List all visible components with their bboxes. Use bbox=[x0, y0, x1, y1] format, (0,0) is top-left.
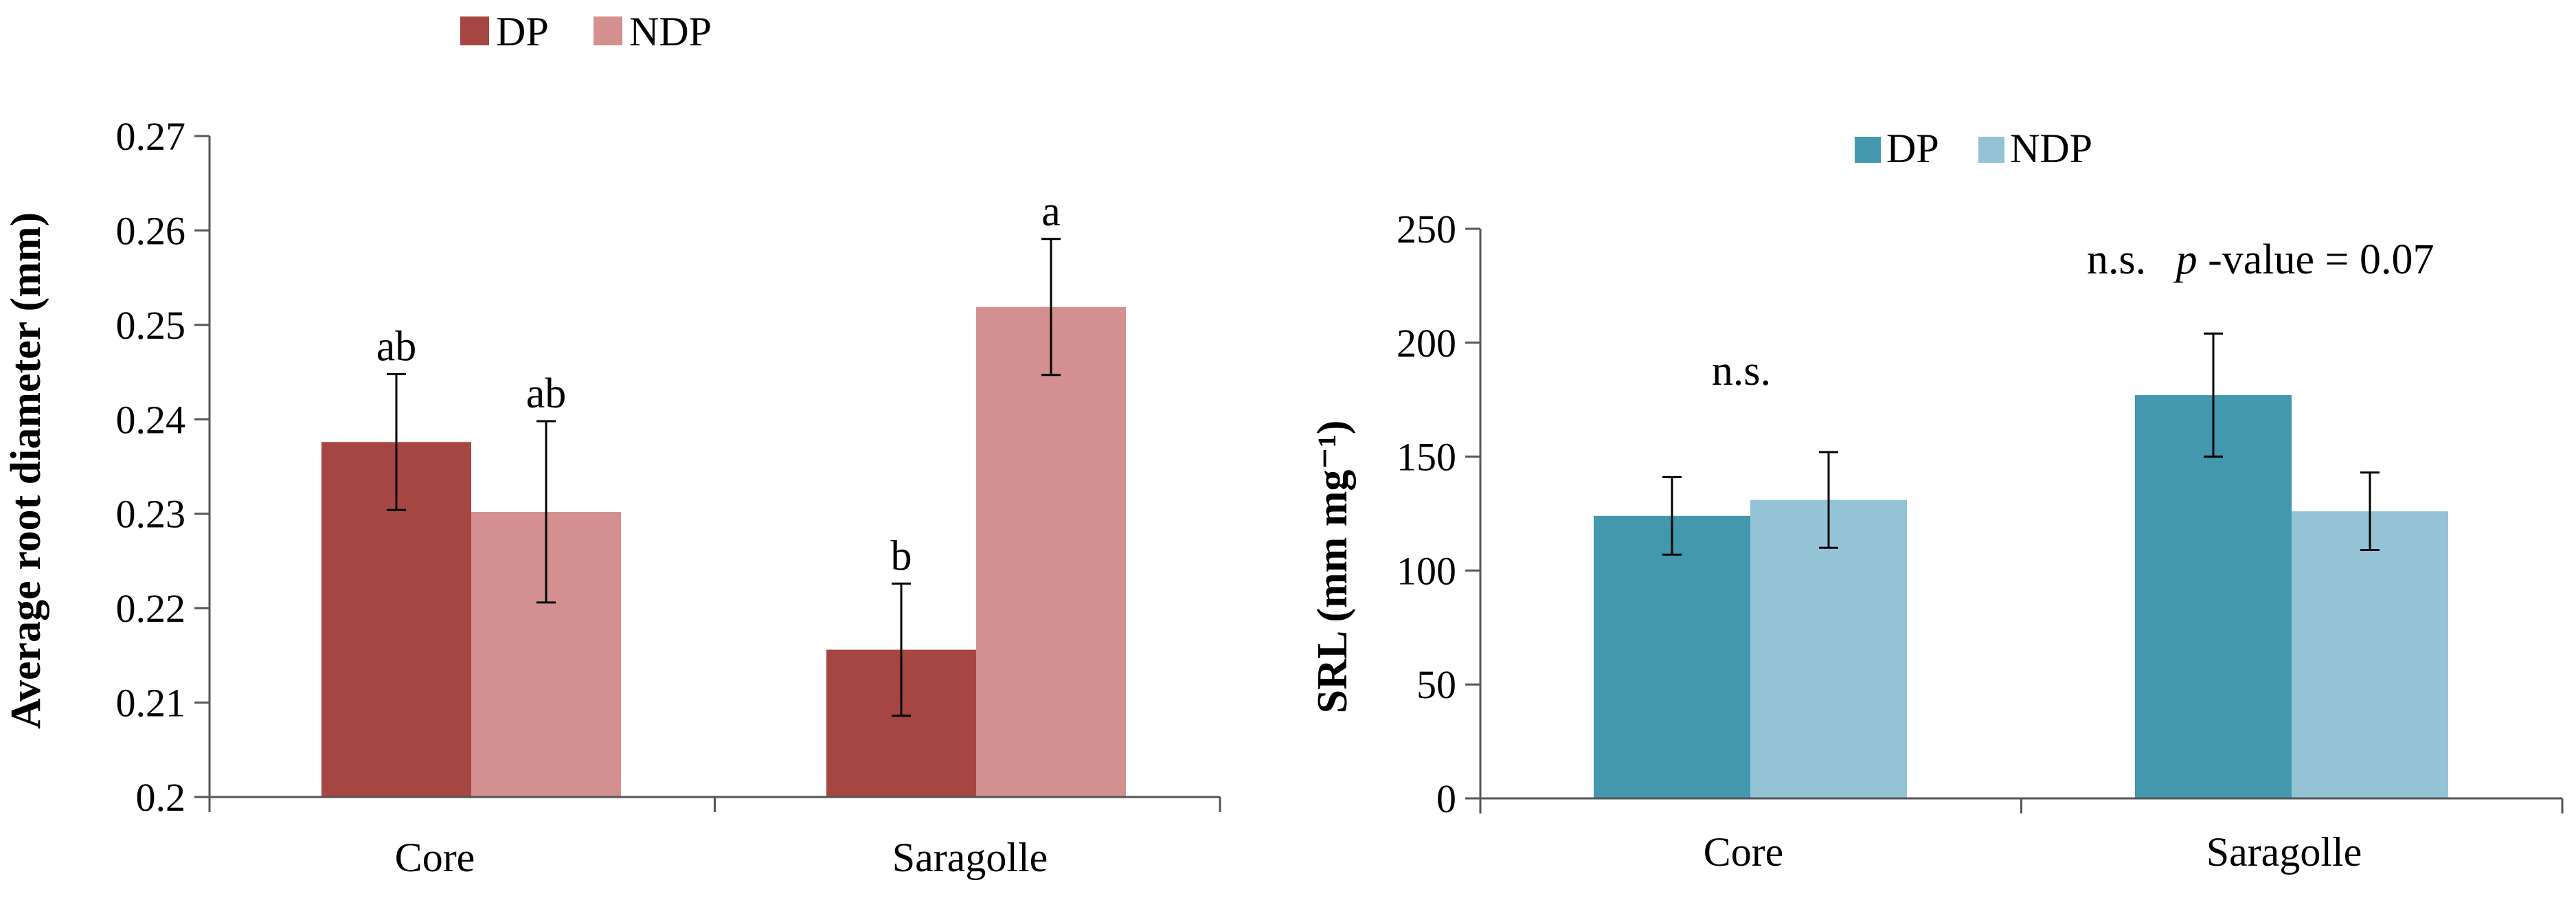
left-y-tick-label: 0.2 bbox=[136, 775, 186, 820]
left-y-ticks: 0.2 0.21 0.22 0.23 0.24 0.25 0.26 0.27 bbox=[116, 114, 210, 820]
left-y-axis-label: Average root diameter (mm) bbox=[3, 212, 49, 729]
right-annotation-core: n.s. bbox=[1712, 348, 1771, 394]
right-error-bar-dp-saragolle bbox=[2204, 333, 2223, 458]
right-axes bbox=[1479, 229, 2564, 813]
right-legend-dp-swatch bbox=[1855, 137, 1881, 163]
left-bar-ndp-saragolle bbox=[976, 306, 1126, 797]
right-annotation-pvalue: -value = 0.07 bbox=[2208, 236, 2434, 283]
left-sig-label-ndp-core: ab bbox=[526, 370, 567, 417]
left-y-tick-label: 0.22 bbox=[116, 586, 186, 631]
right-bar-ndp-saragolle bbox=[2292, 511, 2448, 798]
left-legend-dp-swatch bbox=[460, 16, 489, 45]
left-error-bar-ndp-core bbox=[536, 420, 556, 604]
left-y-tick-label: 0.25 bbox=[116, 303, 186, 348]
right-legend: DP NDP bbox=[1855, 126, 2092, 171]
left-error-bar-dp-saragolle bbox=[892, 582, 911, 717]
right-annotation-p: p bbox=[2173, 236, 2197, 283]
left-axes bbox=[208, 136, 1221, 812]
right-y-axis-label: SRL (mm mg⁻¹) bbox=[1309, 420, 1356, 714]
left-sig-label-dp-saragolle: b bbox=[891, 532, 912, 579]
right-annotation-ns: n.s. bbox=[2087, 236, 2146, 283]
left-categories: Core Saragolle bbox=[395, 835, 1048, 880]
left-y-tick-label: 0.24 bbox=[116, 397, 186, 442]
left-sig-label-ndp-saragolle: a bbox=[1041, 188, 1061, 235]
right-legend-ndp-label: NDP bbox=[2010, 126, 2092, 171]
right-y-axis-label-text: SRL (mm mg⁻¹) bbox=[1309, 420, 1356, 714]
left-y-tick-label: 0.26 bbox=[116, 208, 186, 253]
right-y-tick-label: 150 bbox=[1397, 435, 1456, 480]
left-error-bar-ndp-saragolle bbox=[1041, 238, 1061, 377]
right-chart: DP NDP SRL (mm mg⁻¹) 0 50 100 150 200 250 Cor… bbox=[1309, 126, 2564, 875]
right-y-tick-label: 100 bbox=[1397, 548, 1456, 593]
right-category-saragolle: Saragolle bbox=[2206, 829, 2362, 875]
left-chart: DP NDP Average root diameter (mm) 0.20.2… bbox=[3, 9, 1221, 880]
left-y-tick-label: 0.21 bbox=[116, 681, 186, 726]
right-legend-dp-label: DP bbox=[1886, 126, 1939, 171]
right-bar-dp-saragolle bbox=[2135, 395, 2292, 798]
left-category-core: Core bbox=[395, 835, 475, 880]
right-y-ticks: 0 50 100 150 200 250 bbox=[1397, 207, 1480, 821]
left-legend-ndp-label: NDP bbox=[629, 9, 712, 54]
right-legend-ndp-swatch bbox=[1978, 137, 2004, 163]
left-y-tick-label: 0.23 bbox=[116, 492, 186, 537]
right-error-bar-dp-core bbox=[1662, 475, 1682, 556]
right-bar-dp-core bbox=[1594, 515, 1750, 798]
right-error-bar-ndp-saragolle bbox=[2360, 471, 2380, 552]
right-y-tick-label: 0 bbox=[1436, 776, 1456, 821]
left-legend-dp-label: DP bbox=[496, 9, 549, 54]
right-annotation-saragolle: n.s. p -value = 0.07 bbox=[2087, 236, 2434, 283]
right-bars bbox=[1594, 333, 2448, 798]
left-y-tick-label: 0.27 bbox=[116, 114, 186, 159]
left-category-saragolle: Saragolle bbox=[892, 835, 1048, 880]
left-legend: DP NDP bbox=[460, 9, 712, 54]
right-category-core: Core bbox=[1704, 829, 1784, 875]
right-categories: Core Saragolle bbox=[1704, 829, 2362, 875]
right-annotations: n.s. n.s. p -value = 0.07 bbox=[1712, 236, 2434, 394]
left-legend-ndp-swatch bbox=[594, 16, 622, 45]
right-y-tick-label: 50 bbox=[1416, 662, 1456, 707]
left-bars: ab ab b a bbox=[321, 188, 1126, 797]
right-bar-ndp-core bbox=[1750, 499, 1907, 798]
right-error-bar-ndp-core bbox=[1819, 451, 1838, 549]
right-y-tick-label: 250 bbox=[1397, 207, 1456, 251]
right-y-tick-label: 200 bbox=[1397, 321, 1456, 366]
left-sig-label-dp-core: ab bbox=[376, 323, 417, 370]
left-error-bar-dp-core bbox=[387, 372, 406, 511]
